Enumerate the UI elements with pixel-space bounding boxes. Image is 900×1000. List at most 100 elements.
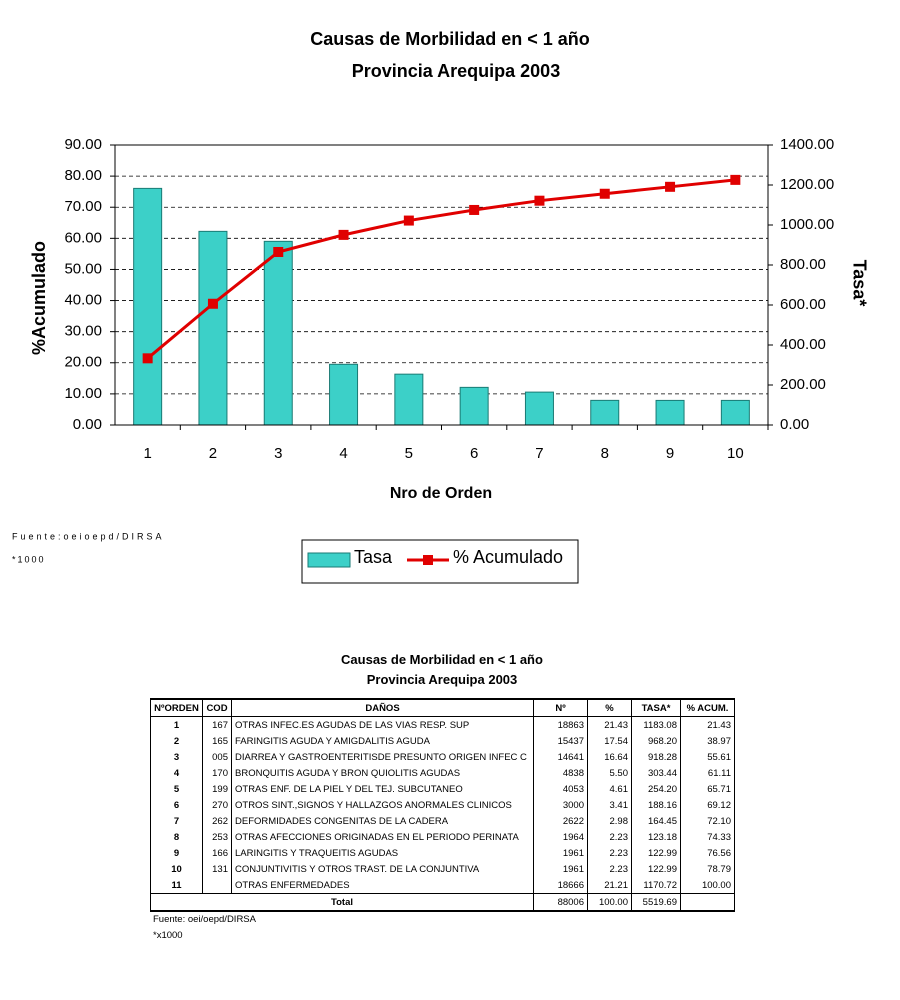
table-cell: 3.41 <box>587 797 632 813</box>
table-row: 2 165 FARINGITIS AGUDA Y AMIGDALITIS AGUDA… <box>150 733 735 749</box>
table-subtitle: Provincia Arequipa 2003 <box>366 672 518 687</box>
table-cell: 69.12 <box>680 797 735 813</box>
table-cell: 18863 <box>533 716 588 733</box>
table-cell: OTRAS ENFERMEDADES <box>231 877 534 894</box>
bar <box>329 363 359 426</box>
table-cell: CONJUNTIVITIS Y OTROS TRAST. DE LA CONJU… <box>231 861 534 877</box>
legend-marker <box>423 555 433 565</box>
table-cell: 1170.72 <box>631 877 681 894</box>
bar <box>655 399 685 426</box>
table-cell: 270 <box>202 797 232 813</box>
table-cell: 968.20 <box>631 733 681 749</box>
table-row: 9 166 LARINGITIS Y TRAQUEITIS AGUDAS 1961 2.… <box>150 845 735 861</box>
x-axis-label: Nro de Orden <box>390 485 492 502</box>
table-cell: 38.97 <box>680 733 735 749</box>
table-cell: 65.71 <box>680 781 735 797</box>
table-cell: 72.10 <box>680 813 735 829</box>
total-empty <box>680 893 735 912</box>
table-cell: 2622 <box>533 813 588 829</box>
total-cell: 100.00 <box>587 893 632 912</box>
line <box>146 178 736 360</box>
table-cell: 4053 <box>533 781 588 797</box>
y-tick-label: 50.00 <box>64 260 102 277</box>
x-tick-label: 2 <box>209 445 217 462</box>
legend-label: Tasa <box>354 547 393 567</box>
line-marker <box>142 353 153 364</box>
header-cell: TASA* <box>631 698 681 717</box>
table-cell: 9 <box>150 845 203 861</box>
table-cell: 005 <box>202 749 232 765</box>
y-tick-label: 70.00 <box>64 198 102 215</box>
table-cell: 17.54 <box>587 733 632 749</box>
table-row: 8 253 OTRAS AFECCIONES ORIGINADAS EN EL PE… <box>150 829 735 845</box>
y2-tick-label: 200.00 <box>780 376 826 393</box>
table-cell: 55.61 <box>680 749 735 765</box>
table-cell: FARINGITIS AGUDA Y AMIGDALITIS AGUDA <box>231 733 534 749</box>
table-cell: 1961 <box>533 861 588 877</box>
total-cell: 88006 <box>533 893 588 912</box>
table-cell: 16.64 <box>587 749 632 765</box>
y2-tick-label: 0.00 <box>780 416 809 433</box>
table-cell: 164.45 <box>631 813 681 829</box>
table-cell: 122.99 <box>631 845 681 861</box>
table-cell: 188.16 <box>631 797 681 813</box>
line-marker <box>534 195 545 206</box>
legend-label: % Acumulado <box>453 547 563 567</box>
x-tick-label: 5 <box>405 445 413 462</box>
table-cell: 166 <box>202 845 232 861</box>
chart-title: Causas de Morbilidad en < 1 año <box>310 29 590 49</box>
table-cell: OTRAS AFECCIONES ORIGINADAS EN EL PERIOD… <box>231 829 534 845</box>
table-cell: 303.44 <box>631 765 681 781</box>
x-tick-label: 6 <box>470 445 478 462</box>
table-row: 3 005 DIARREA Y GASTROENTERITISDE PRESUNTO… <box>150 749 735 765</box>
table-row: 6 270 OTROS SINT.,SIGNOS Y HALLAZGOS ANORM… <box>150 797 735 813</box>
table-cell: 21.43 <box>587 716 632 733</box>
table-cell: 165 <box>202 733 232 749</box>
y2-tick-label: 800.00 <box>780 256 826 273</box>
y2-tick-label: 400.00 <box>780 336 826 353</box>
table-cell: LARINGITIS Y TRAQUEITIS AGUDAS <box>231 845 534 861</box>
table-cell: 18666 <box>533 877 588 894</box>
total-label: Total <box>150 893 534 912</box>
table-cell: 2 <box>150 733 203 749</box>
table-cell: 8 <box>150 829 203 845</box>
table-cell: OTRAS ENF. DE LA PIEL Y DEL TEJ. SUBCUTA… <box>231 781 534 797</box>
header-row: NºORDEN COD DAÑOS Nº% TASA*% ACUM. <box>150 698 735 717</box>
table-cell: 1961 <box>533 845 588 861</box>
table-cell: 262 <box>202 813 232 829</box>
bar <box>459 386 489 426</box>
table-cell: 2.23 <box>587 829 632 845</box>
x-tick-label: 4 <box>339 445 347 462</box>
y-tick-label: 40.00 <box>64 292 102 309</box>
table-cell: BRONQUITIS AGUDA Y BRON QUIOLITIS AGUDAS <box>231 765 534 781</box>
y2-tick-label: 1400.00 <box>780 136 834 153</box>
table-cell: 74.33 <box>680 829 735 845</box>
source-note: Fuente:oeioepd/DIRSA <box>12 531 165 541</box>
unit-note: *1000 <box>12 554 46 564</box>
total-row: Total 88006 100.00 5519.69 <box>150 893 735 912</box>
y-tick-label: 30.00 <box>64 323 102 340</box>
table-cell: 253 <box>202 829 232 845</box>
bar <box>720 399 750 426</box>
table-cell: OTRAS INFEC.ES AGUDAS DE LAS VIAS RESP. … <box>231 716 534 733</box>
table-cell: 5.50 <box>587 765 632 781</box>
y-tick-label: 10.00 <box>64 385 102 402</box>
table-cell: 3000 <box>533 797 588 813</box>
table-cell: 76.56 <box>680 845 735 861</box>
table-cell: 100.00 <box>680 877 735 894</box>
y-tick-label: 60.00 <box>64 229 102 246</box>
y-tick-label: 90.00 <box>64 136 102 153</box>
total-cell: 5519.69 <box>631 893 681 912</box>
legend-swatch <box>307 552 351 568</box>
bar <box>198 230 228 426</box>
header-cell: NºORDEN <box>150 698 203 717</box>
bar <box>394 373 424 426</box>
table-cell: 122.99 <box>631 861 681 877</box>
table-cell: 131 <box>202 861 232 877</box>
plot-frame <box>114 144 769 426</box>
header-cell: Nº <box>533 698 588 717</box>
line-marker <box>599 188 610 199</box>
table-row: 10 131 CONJUNTIVITIS Y OTROS TRAST. DE LA … <box>150 861 735 877</box>
table-row: 1 167 OTRAS INFEC.ES AGUDAS DE LAS VIAS RE… <box>150 716 735 733</box>
line-marker <box>207 298 218 309</box>
